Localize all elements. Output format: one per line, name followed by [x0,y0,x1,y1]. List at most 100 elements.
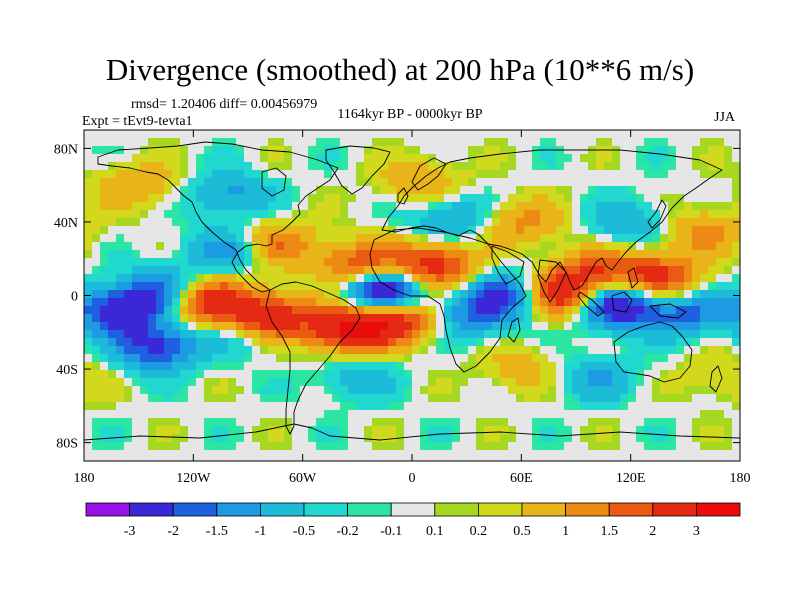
field-cell [148,410,157,419]
field-cell [444,434,453,443]
field-cell [500,314,509,323]
field-cell [708,442,717,451]
field-cell [676,410,685,419]
field-cell [372,386,381,395]
field-cell [596,330,605,339]
field-cell [252,170,261,179]
field-cell [484,378,493,387]
field-cell [612,442,621,451]
field-cell [452,386,461,395]
field-cell [116,434,125,443]
field-cell [644,154,653,163]
field-cell [644,362,653,371]
field-cell [164,410,173,419]
field-cell [468,274,477,283]
field-cell [716,154,725,163]
field-cell [460,458,469,462]
field-cell [668,178,677,187]
field-cell [276,346,285,355]
field-cell [308,194,317,203]
field-cell [636,130,645,139]
field-cell [228,346,237,355]
field-cell [380,402,389,411]
field-cell [116,378,125,387]
field-cell [388,170,397,179]
field-cell [108,186,117,195]
field-cell [588,306,597,315]
field-cell [492,322,501,331]
field-cell [460,138,469,147]
field-cell [236,322,245,331]
field-cell [332,330,341,339]
field-cell [716,266,725,275]
field-cell [164,458,173,462]
field-cell [148,346,157,355]
field-cell [308,306,317,315]
field-cell [476,130,485,139]
field-cell [92,402,101,411]
field-cell [260,362,269,371]
field-cell [348,274,357,283]
field-cell [284,442,293,451]
field-cell [292,226,301,235]
field-cell [508,370,517,379]
field-cell [684,346,693,355]
field-cell [404,250,413,259]
field-cell [484,154,493,163]
field-cell [452,402,461,411]
field-cell [572,434,581,443]
field-cell [364,330,373,339]
field-cell [340,178,349,187]
field-cell [620,458,629,462]
field-cell [236,210,245,219]
field-cell [332,226,341,235]
field-cell [84,266,93,275]
field-cell [588,130,597,139]
field-cell [540,178,549,187]
field-cell [636,266,645,275]
field-cell [412,330,421,339]
field-cell [156,418,165,427]
field-cell [332,434,341,443]
field-cell [700,234,709,243]
field-cell [564,154,573,163]
field-cell [580,234,589,243]
field-cell [420,146,429,155]
field-cell [108,266,117,275]
field-cell [156,178,165,187]
field-cell [652,306,661,315]
field-cell [452,186,461,195]
field-cell [244,386,253,395]
field-cell [388,194,397,203]
field-cell [212,442,221,451]
field-cell [228,274,237,283]
field-cell [404,274,413,283]
field-cell [228,330,237,339]
y-tick-label: 40S [56,363,78,378]
field-cell [156,210,165,219]
field-cell [572,314,581,323]
field-cell [556,418,565,427]
field-cell [204,354,213,363]
field-cell [660,298,669,307]
field-cell [484,274,493,283]
field-cell [476,282,485,291]
field-cell [212,458,221,462]
field-cell [356,330,365,339]
field-cell [668,250,677,259]
field-cell [420,290,429,299]
field-cell [508,378,517,387]
field-cell [692,298,701,307]
field-cell [564,314,573,323]
field-cell [436,434,445,443]
field-cell [108,202,117,211]
field-cell [132,402,141,411]
field-cell [652,138,661,147]
field-cell [212,410,221,419]
field-cell [300,458,309,462]
field-cell [700,242,709,251]
field-cell [444,426,453,435]
field-cell [636,138,645,147]
field-cell [708,194,717,203]
field-cell [700,354,709,363]
